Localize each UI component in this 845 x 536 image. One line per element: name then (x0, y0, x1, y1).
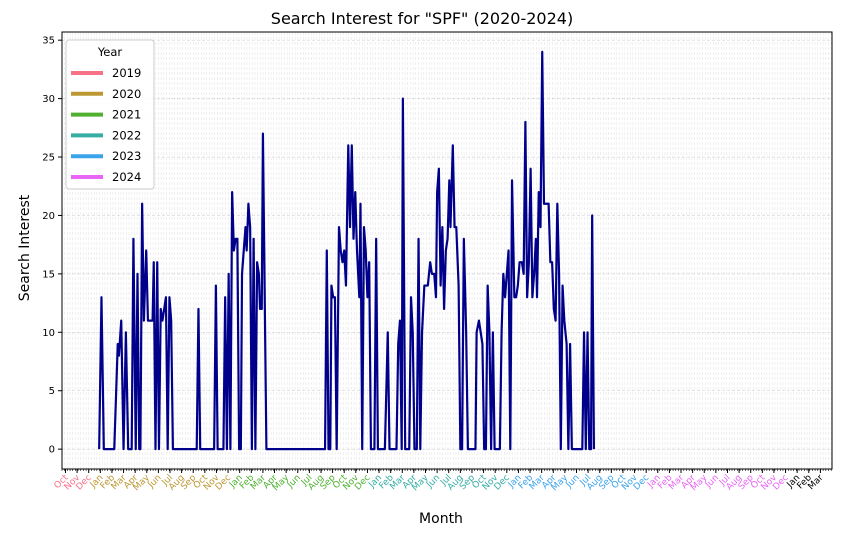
legend-label: 2023 (112, 149, 141, 163)
y-axis: 0 5 10 15 20 25 30 35 (42, 36, 62, 456)
y-tick-label: 15 (42, 269, 55, 280)
legend-label: 2020 (112, 87, 141, 101)
chart-title: Search Interest for "SPF" (2020-2024) (271, 9, 573, 28)
y-tick-label: 10 (42, 328, 55, 339)
y-axis-title: Search Interest (17, 194, 33, 301)
x-axis-title: Month (419, 511, 463, 527)
series-layer (98, 50, 596, 451)
series-line (98, 50, 596, 451)
y-tick-label: 30 (42, 94, 55, 105)
y-tick-label: 25 (42, 153, 55, 164)
plot-frame (61, 31, 833, 470)
y-tick-label: 5 (49, 386, 55, 397)
y-tick-label: 20 (42, 211, 55, 222)
legend-label: 2022 (112, 128, 141, 142)
legend-frame (65, 39, 155, 190)
legend-label: 2021 (112, 108, 141, 122)
legend-entries: 2019 2020 2021 2022 2023 2024 (71, 66, 141, 184)
legend-title: Year (97, 45, 123, 59)
legend-label: 2024 (112, 170, 141, 184)
y-tick-label: 35 (42, 36, 55, 47)
legend-label: 2019 (112, 66, 141, 80)
x-axis: OctNovDecJanFebMarAprMayJunJulAugSepOctN… (53, 469, 832, 493)
legend: Year 2019 2020 2021 2022 2023 2024 (65, 39, 155, 190)
y-tick-label: 0 (49, 445, 55, 456)
